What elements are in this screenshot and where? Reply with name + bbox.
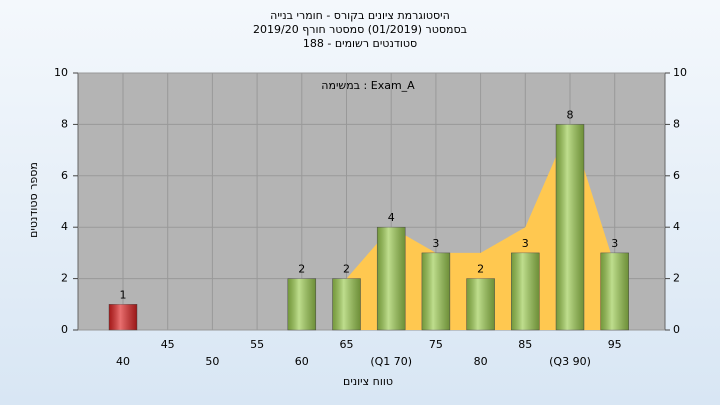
x-tick-label: 95 <box>608 338 622 351</box>
x-axis-label: טווח ציונים <box>343 375 393 388</box>
y-axis-label: מספר סטודנטים <box>27 162 40 238</box>
y-tick-label: 0 <box>61 323 68 336</box>
x-tick-label: 40 <box>116 355 130 368</box>
x-tick-label: (Q3 90) <box>549 355 591 368</box>
bar-shade <box>332 278 361 330</box>
x-tick-label: 45 <box>161 338 175 351</box>
value-label: 8 <box>567 108 574 121</box>
title-line: סטודנטים רשומים - 188 <box>303 37 417 50</box>
y-tick-label: 2 <box>61 272 68 285</box>
y-tick-label: 10 <box>54 66 68 79</box>
value-label: 4 <box>388 211 395 224</box>
y2-tick-label: 0 <box>673 323 680 336</box>
x-tick-label: 80 <box>474 355 488 368</box>
value-label: 2 <box>298 263 305 276</box>
y2-tick-label: 8 <box>673 117 680 130</box>
x-tick-label: 50 <box>205 355 219 368</box>
value-label: 2 <box>477 263 484 276</box>
y2-tick-label: 10 <box>673 66 687 79</box>
bar-shade <box>511 252 540 330</box>
value-label: 2 <box>343 263 350 276</box>
value-label: 3 <box>432 237 439 250</box>
title-line: היסטוגרמת ציונים בקורס - חומרי בנייה <box>270 9 450 22</box>
bar-shade <box>600 252 629 330</box>
annotation: במשימה : Exam_A <box>321 79 415 92</box>
bar-shade <box>466 278 495 330</box>
value-label: 1 <box>120 288 127 301</box>
x-tick-label: 65 <box>340 338 354 351</box>
y2-tick-label: 2 <box>673 272 680 285</box>
x-tick-label: 75 <box>429 338 443 351</box>
bar-shade <box>287 278 316 330</box>
x-tick-label: 60 <box>295 355 309 368</box>
y2-tick-label: 6 <box>673 169 680 182</box>
bar-shade <box>556 124 584 331</box>
bar-shade <box>109 304 137 330</box>
value-label: 3 <box>611 237 618 250</box>
x-tick-label: (Q1 70) <box>370 355 412 368</box>
x-tick-label: 85 <box>518 338 532 351</box>
x-tick-label: 55 <box>250 338 264 351</box>
trend-area <box>346 124 615 331</box>
bar-shade <box>421 252 450 330</box>
value-label: 3 <box>522 237 529 250</box>
y-tick-label: 4 <box>61 220 68 233</box>
y2-tick-label: 4 <box>673 220 680 233</box>
y-tick-label: 6 <box>61 169 68 182</box>
title-line: בסמסטר (01/2019) סמסטר חורף 2019/20 <box>253 23 467 36</box>
bar-shade <box>377 227 406 330</box>
y-tick-label: 8 <box>61 117 68 130</box>
